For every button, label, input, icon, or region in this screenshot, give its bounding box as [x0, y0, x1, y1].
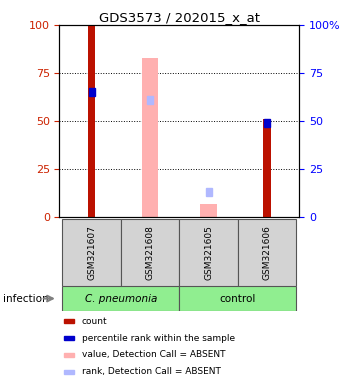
Text: count: count — [82, 317, 107, 326]
Text: control: control — [220, 293, 256, 304]
Text: percentile rank within the sample: percentile rank within the sample — [82, 334, 235, 343]
Bar — [63, 286, 180, 311]
Bar — [200, 204, 217, 217]
Text: GSM321606: GSM321606 — [262, 225, 272, 280]
Text: C. pneumonia: C. pneumonia — [85, 293, 157, 304]
Bar — [264, 119, 270, 127]
Bar — [142, 58, 158, 217]
Bar — [63, 219, 121, 286]
Bar — [121, 219, 180, 286]
Bar — [238, 219, 296, 286]
Text: GSM321605: GSM321605 — [204, 225, 213, 280]
Text: GSM321607: GSM321607 — [87, 225, 96, 280]
Title: GDS3573 / 202015_x_at: GDS3573 / 202015_x_at — [99, 11, 260, 24]
Bar — [64, 370, 74, 374]
Bar — [206, 188, 211, 196]
Bar — [180, 286, 296, 311]
Bar — [147, 96, 153, 104]
Bar — [64, 319, 74, 323]
Text: GSM321608: GSM321608 — [146, 225, 155, 280]
Bar — [263, 119, 271, 217]
Text: infection: infection — [3, 293, 49, 304]
Text: value, Detection Call = ABSENT: value, Detection Call = ABSENT — [82, 351, 225, 359]
Bar — [180, 219, 238, 286]
Bar — [89, 88, 95, 96]
Text: rank, Detection Call = ABSENT: rank, Detection Call = ABSENT — [82, 367, 220, 376]
Bar — [88, 25, 96, 217]
Bar — [64, 336, 74, 340]
Bar — [64, 353, 74, 357]
